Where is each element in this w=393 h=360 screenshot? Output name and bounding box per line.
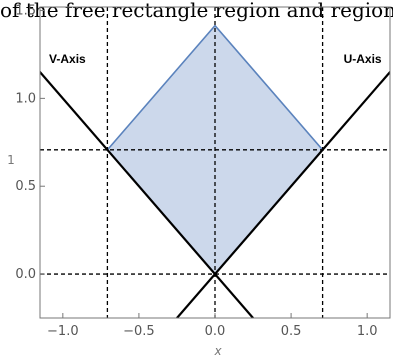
diagonal-line-1 <box>176 70 390 318</box>
annotation-v-axis: V-Axis <box>49 52 86 66</box>
x-tick-label-1: −0.5 <box>123 324 155 339</box>
label-layer: x 1 −1.0 −0.5 0.0 0.5 1.0 0.0 0.5 1.0 1.5 V-Axis U… <box>7 4 382 358</box>
y-tick-label-2: 1.0 <box>15 91 36 106</box>
x-axis-label: x <box>213 344 222 358</box>
x-tick-label-3: 0.5 <box>281 324 302 339</box>
y-tick-label-3: 1.5 <box>15 4 36 19</box>
x-tick-label-2: 0.0 <box>205 324 226 339</box>
plot-frame <box>39 6 391 319</box>
y-tick-label-0: 0.0 <box>15 267 36 282</box>
annotation-u-axis: U-Axis <box>344 52 382 66</box>
caption-text: of the free rectangle region and region <box>0 0 393 22</box>
x-tick-label-4: 1.0 <box>357 324 378 339</box>
plot-clip-group <box>40 7 390 318</box>
x-tick-label-0: −1.0 <box>47 324 79 339</box>
y-axis-label: 1 <box>7 153 15 167</box>
diagonal-line-0 <box>40 70 254 318</box>
y-tick-label-1: 0.5 <box>15 179 36 194</box>
plot-area <box>40 7 390 318</box>
